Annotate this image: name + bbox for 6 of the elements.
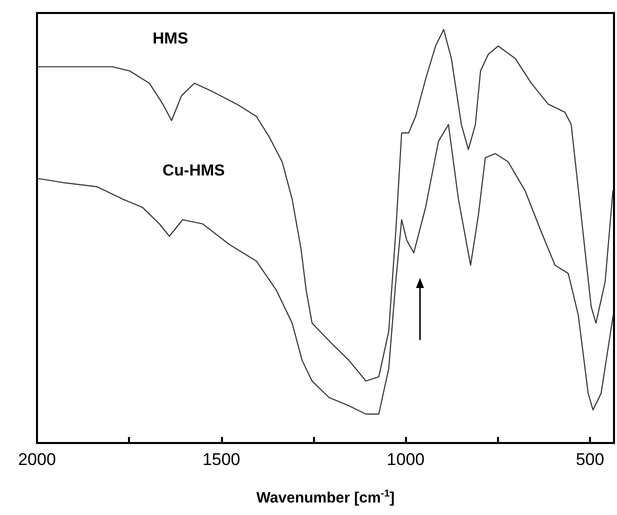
- x-tick-label: 1000: [386, 450, 425, 469]
- x-tick-label: 2000: [18, 450, 56, 469]
- x-tick-label: 500: [576, 450, 604, 469]
- text: Cu-HMS: [162, 162, 226, 180]
- x-tick-label: 1500: [202, 450, 240, 469]
- text: HMS: [152, 30, 188, 48]
